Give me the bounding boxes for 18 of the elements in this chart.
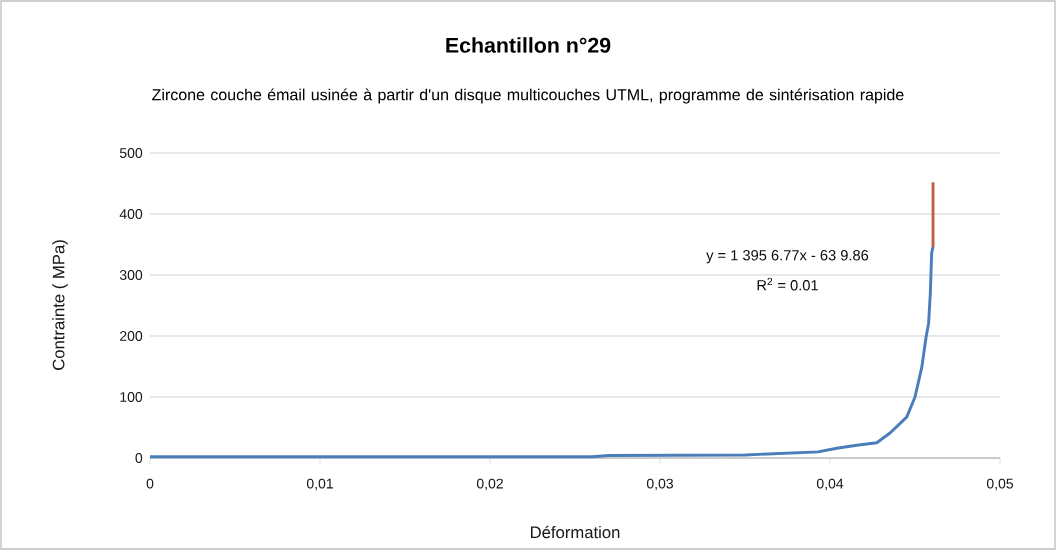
y-tick-label: 500 <box>119 148 143 158</box>
x-tick-label: 0,03 <box>646 478 674 491</box>
y-tick-label: 400 <box>119 209 143 219</box>
chart-title: Echantillon n°29 <box>446 37 611 53</box>
x-tick-label: 0,01 <box>306 478 333 491</box>
y-tick-label: 100 <box>120 392 143 402</box>
x-axis-title: Déformation <box>530 525 620 539</box>
y-axis-title: Contrainte ( MPa) <box>52 240 68 370</box>
y-tick-label: 300 <box>119 270 143 280</box>
annotation: y = 1 395 6.77x - 63 9.86 <box>706 250 869 264</box>
x-tick-label: 0,02 <box>476 478 503 491</box>
chart-subtitle: Zircone couche émail usinée à partir d'un disque multicouches UTML, programme de sintérisation rapide <box>152 88 904 104</box>
x-tick-label: 0,04 <box>816 478 844 491</box>
annotation: R$^{2}$ = 0.01 <box>757 277 818 291</box>
y-tick-label: 200 <box>120 331 143 341</box>
y-tick-label: 0 <box>135 453 143 463</box>
x-tick-label: 0,05 <box>986 478 1014 491</box>
x-tick-label: 0 <box>146 478 154 489</box>
